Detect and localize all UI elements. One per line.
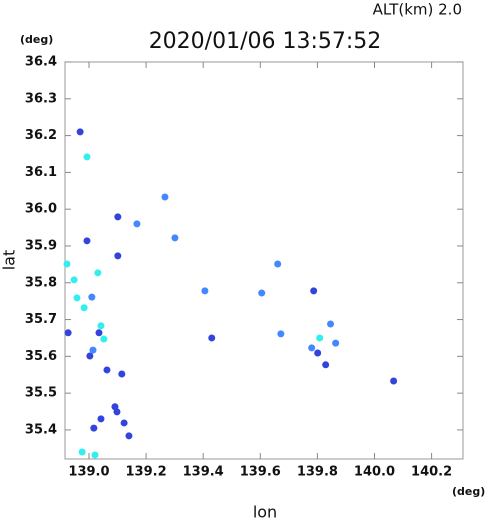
echo-point: [322, 361, 330, 369]
echo-point: [76, 128, 84, 136]
echo-point: [83, 237, 91, 245]
y-tick-label: 36.2: [25, 128, 57, 143]
x-tick-label: 139.6: [240, 465, 281, 480]
plot-frame: [64, 61, 464, 460]
echo-point: [80, 304, 88, 312]
echo-point: [274, 260, 282, 268]
echo-point: [133, 220, 141, 228]
echo-point: [78, 448, 86, 456]
echo-point: [308, 344, 316, 352]
echo-point: [316, 334, 324, 342]
x-tick-label: 140.2: [411, 465, 452, 480]
echo-point: [103, 366, 111, 374]
echo-point: [94, 269, 102, 277]
echo-point: [86, 352, 94, 360]
echo-point: [90, 424, 98, 432]
echo-point: [64, 329, 72, 337]
echo-point: [91, 451, 99, 459]
y-axis-label: lat: [0, 250, 19, 271]
x-tick-label: 139.4: [183, 465, 224, 480]
echo-point: [125, 432, 133, 440]
x-tick-label: 139.8: [297, 465, 338, 480]
echo-point: [114, 252, 122, 260]
echo-point: [95, 329, 103, 337]
echo-point: [97, 415, 105, 423]
echo-point: [89, 346, 97, 354]
chart-title: 2020/01/06 13:57:52: [149, 29, 382, 54]
echo-point: [327, 320, 335, 328]
echo-point: [258, 289, 266, 297]
x-unit: (deg): [452, 485, 485, 498]
x-tick-label: 140.0: [354, 465, 395, 480]
y-tick-label: 36.4: [25, 55, 57, 70]
echo-point: [161, 193, 169, 201]
y-tick-label: 35.5: [25, 386, 57, 401]
x-tick-label: 139.2: [126, 465, 167, 480]
echo-point: [100, 335, 108, 343]
echo-point: [208, 334, 216, 342]
altitude-label: ALT(km) 2.0: [373, 1, 462, 19]
echo-point: [63, 260, 71, 268]
y-tick-label: 36.3: [25, 91, 57, 106]
echo-point: [390, 377, 398, 385]
x-tick-label: 139.0: [68, 465, 109, 480]
echo-point: [97, 322, 105, 330]
echo-point: [277, 330, 285, 338]
echo-point: [314, 349, 322, 357]
echo-point: [171, 234, 179, 242]
y-tick-label: 35.9: [25, 238, 57, 253]
echo-point: [118, 370, 126, 378]
y-tick-label: 36.0: [25, 202, 57, 217]
y-unit: (deg): [20, 33, 53, 46]
echo-point: [111, 403, 119, 411]
y-tick-label: 35.4: [25, 422, 57, 437]
y-tick-label: 35.8: [25, 275, 57, 290]
echo-point: [332, 339, 340, 347]
echo-point: [73, 294, 81, 302]
echo-point: [70, 276, 78, 284]
x-axis-label: lon: [253, 503, 277, 521]
y-tick-label: 36.1: [25, 165, 57, 180]
echo-point: [120, 419, 128, 427]
echo-point: [88, 293, 96, 301]
echo-point: [201, 287, 209, 295]
echo-point: [83, 153, 91, 161]
y-tick-label: 35.7: [25, 312, 57, 327]
y-tick-label: 35.6: [25, 349, 57, 364]
echo-point: [310, 287, 318, 295]
echo-point: [114, 213, 122, 221]
